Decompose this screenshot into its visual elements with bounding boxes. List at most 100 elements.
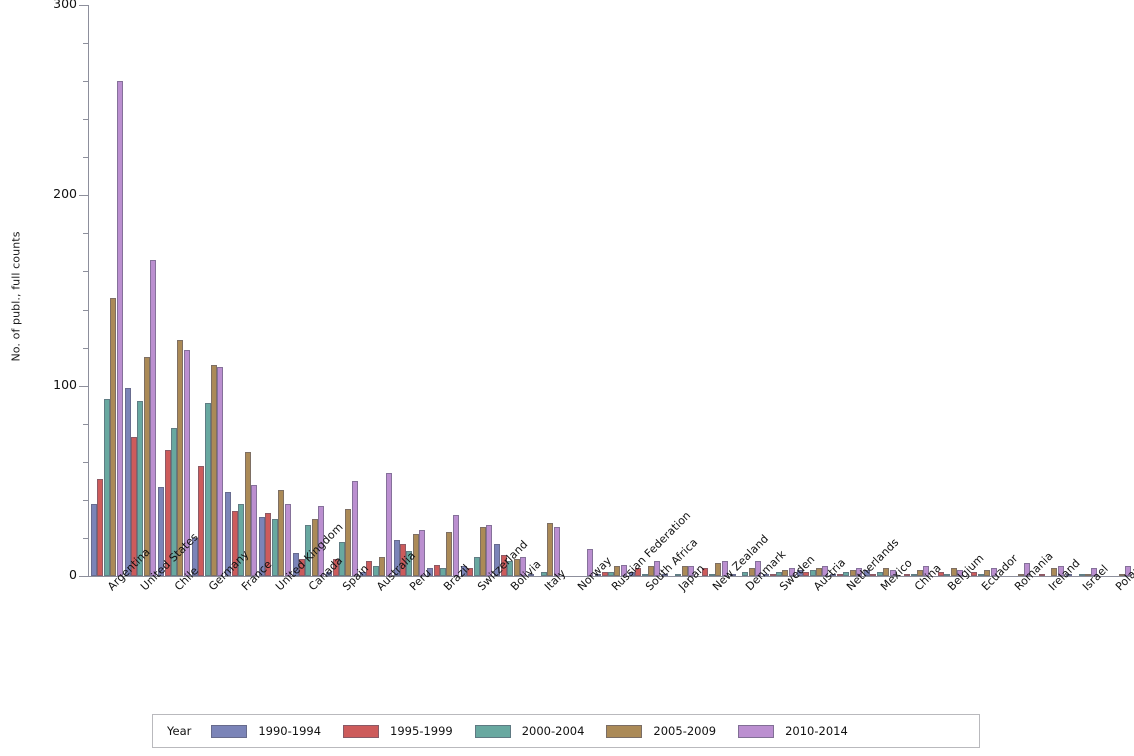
legend-label: 1990-1994 bbox=[258, 724, 322, 738]
bar bbox=[748, 568, 755, 576]
y-tick-minor bbox=[83, 461, 88, 463]
bar bbox=[150, 260, 157, 576]
bar bbox=[876, 572, 883, 576]
bar bbox=[849, 570, 856, 576]
bar bbox=[131, 437, 137, 576]
bar-group bbox=[359, 4, 392, 576]
legend-label: 2005-2009 bbox=[653, 724, 717, 738]
bar bbox=[547, 522, 554, 576]
bar bbox=[614, 566, 621, 576]
bar bbox=[715, 562, 722, 576]
bar bbox=[782, 570, 789, 576]
y-tick-major bbox=[79, 576, 88, 577]
y-tick-minor bbox=[83, 233, 88, 235]
bar-group bbox=[259, 4, 291, 576]
bar-group bbox=[124, 4, 157, 576]
bar-group bbox=[494, 4, 526, 576]
bar bbox=[385, 473, 392, 576]
bar bbox=[1017, 574, 1024, 576]
y-tick-minor bbox=[83, 119, 88, 121]
y-tick-label: 100 bbox=[53, 376, 77, 392]
bar bbox=[763, 574, 770, 576]
x-axis-line bbox=[88, 576, 1130, 577]
bar bbox=[923, 566, 930, 576]
bar-group bbox=[729, 4, 762, 576]
bar bbox=[904, 574, 911, 576]
bar-group bbox=[562, 4, 594, 576]
bar bbox=[110, 298, 117, 576]
bar bbox=[1065, 574, 1072, 576]
bar bbox=[225, 492, 232, 576]
bar-group bbox=[460, 4, 493, 576]
bar-group bbox=[91, 4, 123, 576]
legend-item[interactable]: 2000-2004 bbox=[474, 724, 584, 738]
bar bbox=[419, 530, 426, 576]
bar bbox=[204, 402, 211, 576]
bar bbox=[776, 572, 783, 576]
bar-group bbox=[393, 4, 426, 576]
bar bbox=[1024, 562, 1031, 576]
bar bbox=[278, 490, 285, 576]
legend-item[interactable]: 1995-1999 bbox=[343, 724, 453, 738]
bar bbox=[366, 560, 373, 576]
bar bbox=[158, 486, 165, 576]
bar bbox=[339, 541, 346, 576]
bar bbox=[830, 574, 837, 576]
legend-item[interactable]: 2010-2014 bbox=[738, 724, 848, 738]
bar bbox=[251, 484, 258, 576]
bar bbox=[843, 572, 850, 576]
bar bbox=[742, 572, 749, 576]
y-tick-minor bbox=[83, 423, 88, 425]
bar bbox=[688, 566, 695, 576]
bar bbox=[769, 574, 776, 576]
bar bbox=[977, 574, 984, 576]
bar-group bbox=[830, 4, 863, 576]
bar-group bbox=[158, 4, 190, 576]
bar-group bbox=[292, 4, 325, 576]
y-axis-line bbox=[88, 5, 89, 577]
bar bbox=[507, 560, 514, 576]
bar bbox=[271, 518, 278, 576]
y-tick-label: 300 bbox=[53, 0, 77, 11]
bar bbox=[211, 364, 218, 576]
legend-item[interactable]: 2005-2009 bbox=[606, 724, 716, 738]
bar bbox=[183, 349, 190, 576]
bar bbox=[393, 539, 400, 576]
bar bbox=[137, 400, 144, 576]
bar bbox=[265, 513, 272, 576]
bar bbox=[217, 366, 224, 576]
bar bbox=[452, 515, 459, 576]
bar-group bbox=[999, 4, 1031, 576]
bar-group bbox=[527, 4, 560, 576]
bar bbox=[332, 558, 339, 576]
bar-group bbox=[796, 4, 829, 576]
bar bbox=[648, 566, 654, 576]
y-tick-minor bbox=[83, 347, 88, 349]
y-tick-minor bbox=[83, 157, 88, 159]
legend-swatch bbox=[606, 724, 643, 738]
bar bbox=[607, 572, 614, 576]
bar bbox=[971, 572, 978, 576]
bar bbox=[446, 532, 453, 576]
bar bbox=[1124, 566, 1131, 576]
bar-group bbox=[1065, 4, 1098, 576]
y-tick-label: 0 bbox=[69, 567, 77, 582]
bar bbox=[708, 574, 715, 576]
bar bbox=[479, 526, 486, 576]
bar bbox=[231, 511, 238, 576]
bar-group bbox=[931, 4, 963, 576]
bar bbox=[439, 568, 446, 576]
bar bbox=[513, 558, 520, 576]
bar bbox=[433, 564, 440, 576]
y-tick-minor bbox=[83, 43, 88, 45]
bar-group bbox=[326, 4, 358, 576]
legend-item[interactable]: 1990-1994 bbox=[211, 724, 321, 738]
bar bbox=[198, 465, 205, 576]
bar bbox=[601, 572, 608, 576]
bar bbox=[984, 570, 991, 576]
bar-group bbox=[1099, 4, 1131, 576]
bar bbox=[318, 505, 325, 576]
bar bbox=[177, 340, 184, 576]
plot-area: 0 100 200 300 bbox=[53, 0, 1131, 581]
